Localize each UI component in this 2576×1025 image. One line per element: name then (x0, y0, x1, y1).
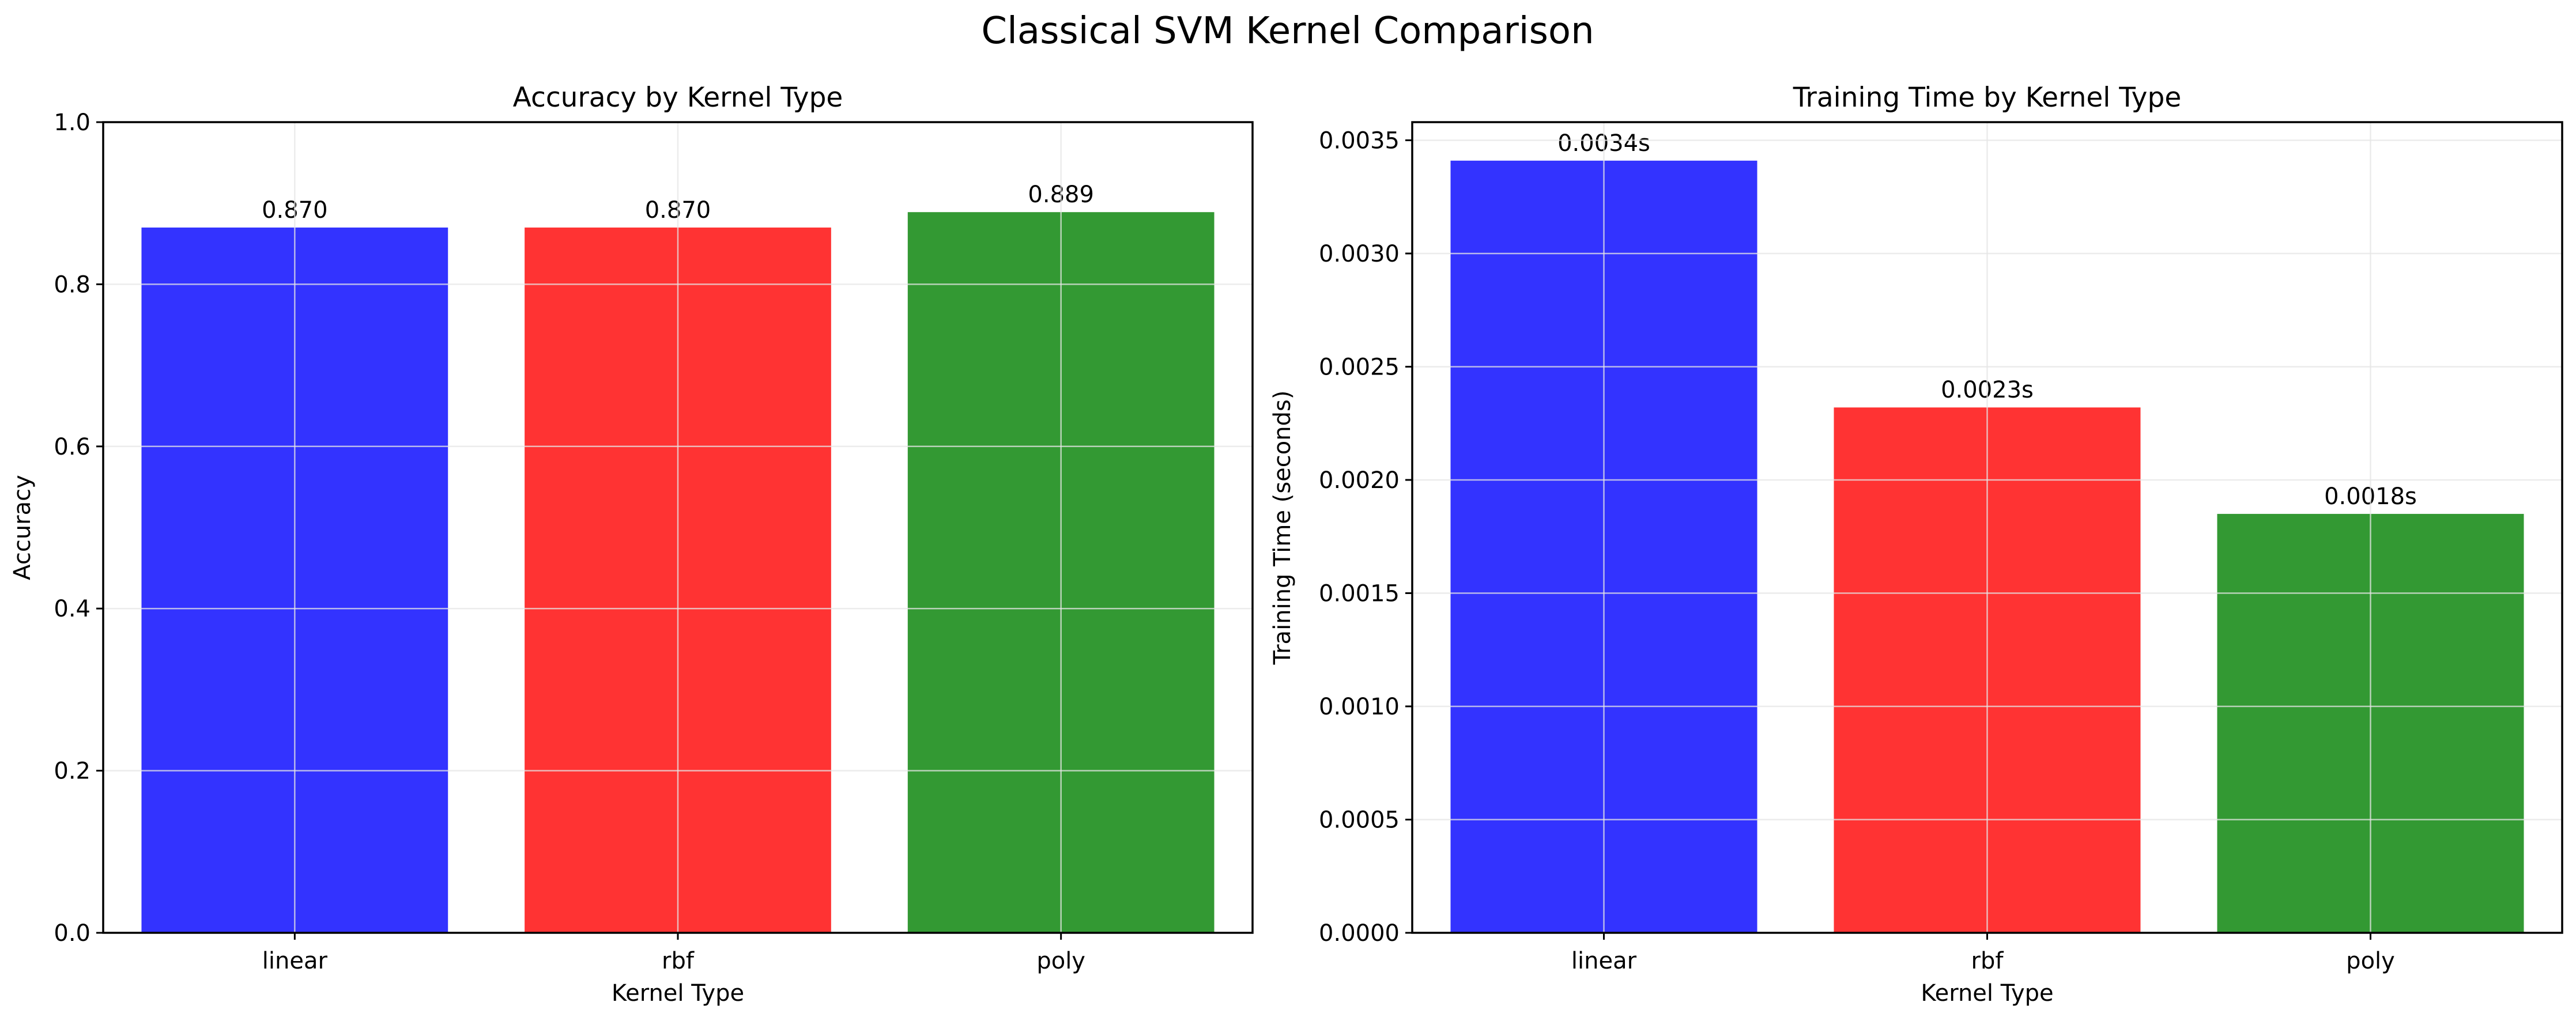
x-tick-label-rbf: rbf (1971, 948, 2004, 974)
x-tick-label-poly: poly (2346, 948, 2395, 974)
figure-suptitle: Classical SVM Kernel Comparison (981, 10, 1594, 52)
y-tick-label: 0.0015 (1319, 580, 1400, 607)
x-tick-label-rbf: rbf (662, 948, 695, 974)
y-tick-label: 0.0035 (1319, 127, 1400, 154)
y-axis-label: Accuracy (9, 475, 36, 580)
x-tick-label-poly: poly (1036, 948, 1085, 974)
training-time-chart: Training Time by Kernel Type0.0034s0.002… (1269, 82, 2563, 1007)
y-axis-label: Training Time (seconds) (1269, 391, 1296, 665)
y-tick-label: 0.0005 (1319, 807, 1400, 833)
chart-title: Accuracy by Kernel Type (513, 82, 843, 114)
y-tick-label: 0.0010 (1319, 694, 1400, 720)
x-tick-label-linear: linear (1571, 948, 1637, 974)
y-tick-label: 0.0020 (1319, 467, 1400, 494)
y-tick-label: 1.0 (54, 109, 90, 136)
y-tick-label: 0.0030 (1319, 241, 1400, 267)
x-tick-label-linear: linear (262, 948, 328, 974)
y-tick-label: 0.0000 (1319, 920, 1400, 947)
y-tick-label: 0.4 (54, 596, 90, 622)
y-tick-label: 0.0 (54, 920, 90, 947)
y-tick-label: 0.6 (54, 434, 90, 460)
chart-title: Training Time by Kernel Type (1793, 82, 2182, 114)
y-tick-label: 0.0025 (1319, 354, 1400, 380)
y-tick-label: 0.2 (54, 758, 90, 785)
x-axis-label: Kernel Type (1921, 980, 2053, 1007)
x-axis-label: Kernel Type (612, 980, 744, 1007)
y-tick-label: 0.8 (54, 271, 90, 298)
